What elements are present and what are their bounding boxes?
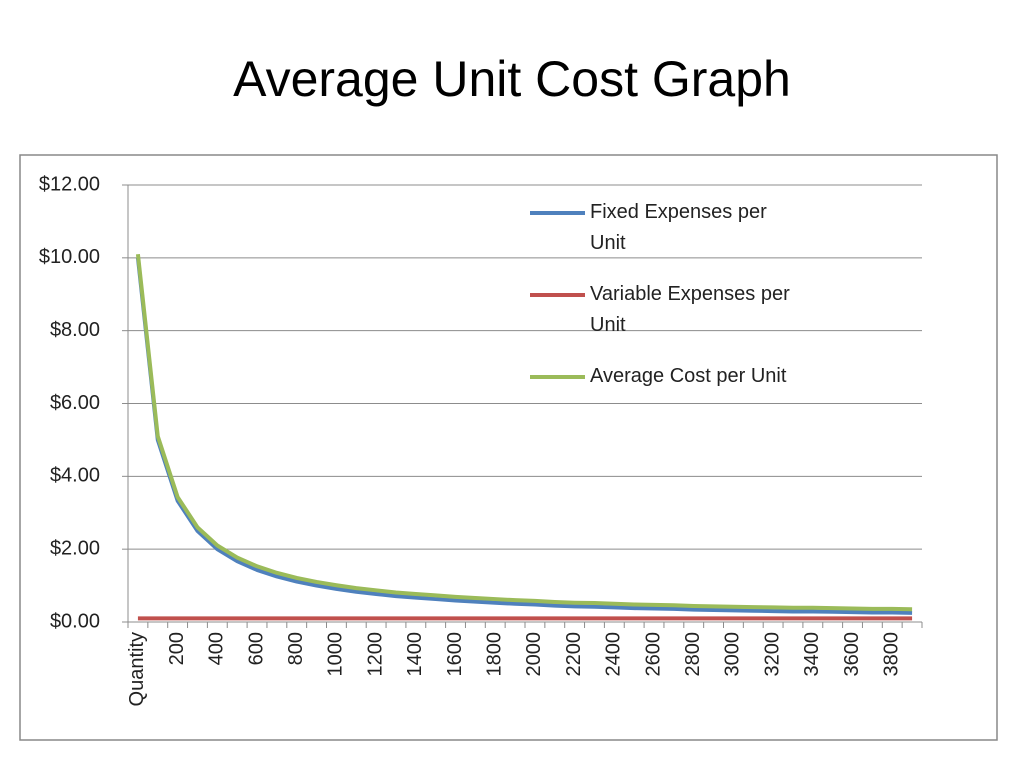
x-tick-label: 2400 bbox=[603, 632, 625, 677]
x-tick-label: Quantity bbox=[126, 632, 148, 706]
x-tick-label: 2800 bbox=[682, 632, 704, 677]
x-tick-label: 400 bbox=[206, 632, 228, 665]
y-tick-label: $12.00 bbox=[39, 173, 100, 195]
y-tick-label: $6.00 bbox=[50, 392, 100, 414]
x-tick-label: 1000 bbox=[325, 632, 347, 677]
chart-title: Average Unit Cost Graph bbox=[233, 51, 791, 107]
x-tick-label: 200 bbox=[166, 632, 188, 665]
x-tick-label: 2200 bbox=[563, 632, 585, 677]
x-tick-label: 2000 bbox=[523, 632, 545, 677]
y-tick-label: $4.00 bbox=[50, 465, 100, 487]
legend-label: Average Cost per Unit bbox=[590, 365, 787, 387]
y-tick-label: $2.00 bbox=[50, 537, 100, 559]
x-tick-label: 1600 bbox=[444, 632, 466, 677]
x-tick-label: 600 bbox=[245, 632, 267, 665]
x-tick-label: 3000 bbox=[722, 632, 744, 677]
x-tick-label: 1800 bbox=[484, 632, 506, 677]
y-tick-label: $10.00 bbox=[39, 246, 100, 268]
x-tick-label: 3600 bbox=[841, 632, 863, 677]
x-tick-label: 3400 bbox=[801, 632, 823, 677]
series-line bbox=[135, 253, 913, 612]
x-tick-label: 1200 bbox=[364, 632, 386, 677]
chart-frame bbox=[19, 154, 998, 741]
x-tick-label: 800 bbox=[285, 632, 307, 665]
legend-label: Variable Expenses per Unit bbox=[590, 283, 790, 336]
y-tick-label: $0.00 bbox=[50, 610, 100, 632]
legend-label: Fixed Expenses per Unit bbox=[590, 201, 767, 254]
y-tick-label: $8.00 bbox=[50, 319, 100, 341]
x-tick-label: 1400 bbox=[404, 632, 426, 677]
x-tick-label: 3200 bbox=[761, 632, 783, 677]
series-line bbox=[135, 257, 913, 615]
x-tick-label: 2600 bbox=[642, 632, 664, 677]
x-tick-label: 3800 bbox=[881, 632, 903, 677]
